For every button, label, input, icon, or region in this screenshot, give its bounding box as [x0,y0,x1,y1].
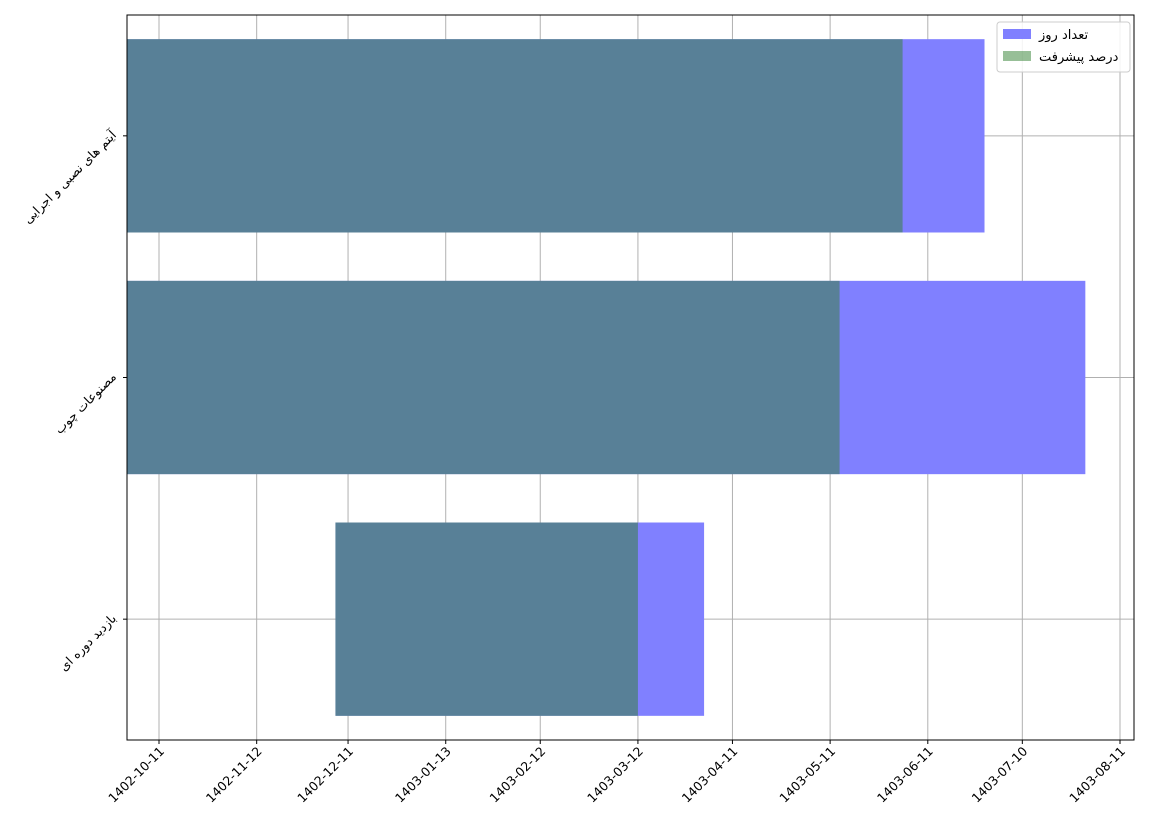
bar [127,280,840,475]
x-tick-label: 1402-10-11 [105,744,167,806]
legend-label: تعداد روز [1038,28,1088,43]
x-tick-label: 1403-05-11 [776,744,838,806]
y-tick-label: مصنوعات چوب [51,369,119,437]
legend-label: درصد پیشرفت [1039,50,1119,65]
y-tick-label: آیتم های نصبی و اجرایی [20,127,120,227]
x-tick-label: 1402-11-12 [203,744,265,806]
x-tick-label: 1403-02-12 [486,744,548,806]
x-tick-label: 1402-12-11 [294,744,356,806]
y-tick-label: بازدید دوره ای [56,611,120,675]
bar [127,39,903,233]
x-tick-label: 1403-04-11 [679,744,741,806]
x-tick-label: 1403-07-10 [968,743,1030,805]
legend: تعداد روز درصد پیشرفت [996,21,1131,73]
x-tick-label: 1403-03-12 [584,744,646,806]
legend-swatch [1003,51,1031,61]
x-tick-label: 1403-06-11 [874,744,936,806]
x-tick-label: 1403-08-11 [1066,744,1128,806]
bar [335,522,638,716]
legend-swatch [1003,29,1031,39]
bars [127,39,1086,716]
x-tick-label: 1403-01-13 [392,744,454,806]
